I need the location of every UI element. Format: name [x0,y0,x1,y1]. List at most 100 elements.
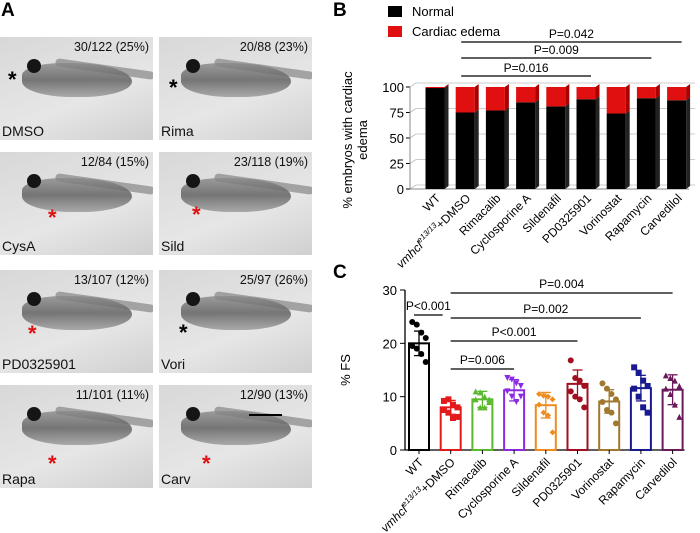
data-point [667,375,674,381]
bar-side [625,84,630,114]
data-point [612,420,619,427]
bar-side [535,84,540,103]
scale-bar [249,414,282,416]
edema-fraction: 12/90 (13%) [239,388,308,402]
data-point [631,364,638,371]
asterisk-marker: * [192,202,201,227]
data-point [640,404,647,411]
bar-segment-cardiac-edema [516,87,536,103]
y-tick-label: 100 [382,80,404,95]
data-point [549,429,556,436]
bar-side [686,84,691,101]
embryo-photo: 13/107 (12%) PD0325901 * [0,270,153,373]
bar-side [444,85,449,189]
bar-side [474,84,479,113]
y-tick-label: 20 [383,336,397,351]
y-axis-label: edema [355,119,370,160]
data-point [477,389,484,396]
treatment-label: Carv [161,471,191,487]
p-value-label: P=0.002 [523,302,568,316]
data-point [676,413,683,420]
gridline [409,159,417,164]
embryo-photo: 11/101 (11%) Rapa * [0,385,153,488]
y-tick-label: 75 [390,106,404,121]
legend-label: Cardiac edema [412,24,501,39]
data-point [504,375,511,381]
bar-side [686,97,691,189]
data-point [603,385,610,392]
data-point [603,407,610,413]
bar-side [444,84,449,89]
panel-label-a: A [1,0,15,21]
embryo-eye [27,59,41,73]
embryo-eye [186,407,200,421]
bar-segment-normal [455,112,475,189]
treatment-label: Vori [161,356,186,372]
y-tick-label: 0 [397,182,404,197]
data-point [549,396,556,403]
data-point [540,392,547,399]
data-point [422,359,429,365]
edema-fraction: 11/101 (11%) [75,388,149,402]
data-point [576,396,583,403]
data-point [418,351,425,357]
asterisk-marker: * [179,320,188,345]
data-point [513,380,520,387]
data-point [486,399,493,405]
data-point [581,404,588,411]
treatment-label: PD0325901 [2,356,76,372]
category-label: WT [403,455,427,479]
y-axis-label: % FS [338,354,353,386]
embryo-photo: 20/88 (23%) Rima * [159,37,312,140]
data-point [676,383,683,389]
p-value-label: P<0.001 [406,299,451,313]
data-point [644,383,651,389]
bar-side [655,84,660,99]
bar-segment-normal [606,113,626,189]
data-point [513,399,520,405]
y-tick-label: 50 [390,131,404,146]
data-point [635,369,642,376]
bar-side [474,109,479,189]
data-point [536,391,543,397]
bar-segment-cardiac-edema [667,87,687,101]
embryo-photo: 23/118 (19%) Sild * [159,152,312,255]
data-point [536,401,543,408]
treatment-label: Rapa [2,471,36,487]
data-point [440,397,447,404]
bar-segment-cardiac-edema [606,87,626,114]
p-value-label: P<0.001 [492,325,537,339]
bar-side [535,99,540,189]
embryo-eye [27,174,41,188]
data-point [418,329,425,336]
data-point [667,391,674,397]
data-point [567,388,574,395]
asterisk-marker: * [28,321,37,346]
p-value-label: P=0.042 [549,27,594,41]
y-tick-label: 0 [390,443,397,458]
data-point [644,409,651,416]
data-point [576,377,583,384]
bar-segment-cardiac-edema [636,87,656,99]
data-point [608,409,615,416]
data-point [413,321,420,328]
gridline [409,82,417,88]
embryo-photo: 12/90 (13%) Carv * [159,385,312,488]
data-point [481,393,488,400]
bar-segment-normal [485,110,505,189]
y-tick-label: 10 [383,390,397,405]
data-point [477,404,484,411]
data-point [422,335,429,341]
data-point [472,396,479,403]
edema-fraction: 30/122 (25%) [73,40,149,54]
asterisk-marker: * [48,451,57,476]
data-point [608,391,615,397]
bar-segment-normal [425,88,445,189]
data-point [508,393,515,400]
p-value-label: P=0.016 [504,61,549,75]
p-value-label: P=0.009 [534,43,579,57]
data-point [517,383,524,389]
bar-side [565,84,570,107]
data-point [540,409,547,416]
treatment-label: DMSO [2,123,44,139]
